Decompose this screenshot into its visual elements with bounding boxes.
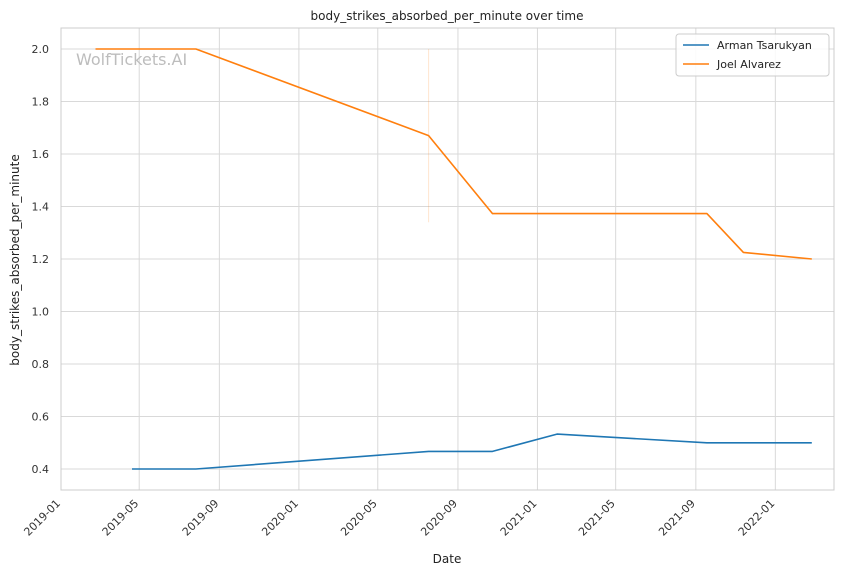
- plot-area-frame: [60, 27, 835, 491]
- x-axis-title: Date: [433, 552, 462, 566]
- legend: Arman Tsarukyan Joel Alvarez: [675, 33, 830, 77]
- legend-label-arman-tsarukyan: Arman Tsarukyan: [717, 39, 812, 52]
- x-tick-label: 2019-05: [100, 497, 142, 539]
- x-axis-ticks: 2019-01 2019-05 2019-09 2020-01 2020-05 2020-…: [21, 497, 777, 539]
- y-tick-label: 0.8: [32, 358, 50, 371]
- x-tick-label: 2019-01: [21, 497, 63, 539]
- y-axis-ticks: 0.4 0.6 0.8 1.0 1.2 1.4 1.6 1.8 2.0: [32, 43, 50, 476]
- y-tick-label: 0.4: [32, 463, 50, 476]
- legend-box: [675, 33, 830, 77]
- x-tick-label: 2020-05: [338, 497, 380, 539]
- y-tick-label: 1.6: [32, 148, 50, 161]
- x-tick-label: 2020-09: [418, 497, 460, 539]
- x-tick-label: 2021-05: [576, 497, 618, 539]
- x-tick-label: 2022-01: [736, 497, 778, 539]
- legend-label-joel-alvarez: Joel Alvarez: [716, 58, 781, 71]
- y-tick-label: 2.0: [32, 43, 50, 56]
- series-line-joel-alvarez: [95, 48, 812, 260]
- x-tick-label: 2020-01: [259, 497, 301, 539]
- y-tick-label: 1.0: [32, 306, 50, 319]
- chart-title: body_strikes_absorbed_per_minute over ti…: [311, 9, 584, 23]
- y-tick-label: 1.8: [32, 96, 50, 109]
- series-line-arman-tsarukyan: [132, 433, 812, 470]
- y-tick-label: 1.4: [32, 201, 50, 214]
- x-tick-label: 2021-01: [498, 497, 540, 539]
- y-tick-label: 1.2: [32, 253, 50, 266]
- x-tick-label: 2021-09: [656, 497, 698, 539]
- watermark: WolfTickets.AI: [76, 50, 187, 69]
- grid: [60, 28, 834, 490]
- series-layer: [95, 48, 812, 470]
- y-axis-title: body_strikes_absorbed_per_minute: [8, 154, 22, 365]
- x-tick-label: 2019-09: [180, 497, 222, 539]
- y-tick-label: 0.6: [32, 411, 50, 424]
